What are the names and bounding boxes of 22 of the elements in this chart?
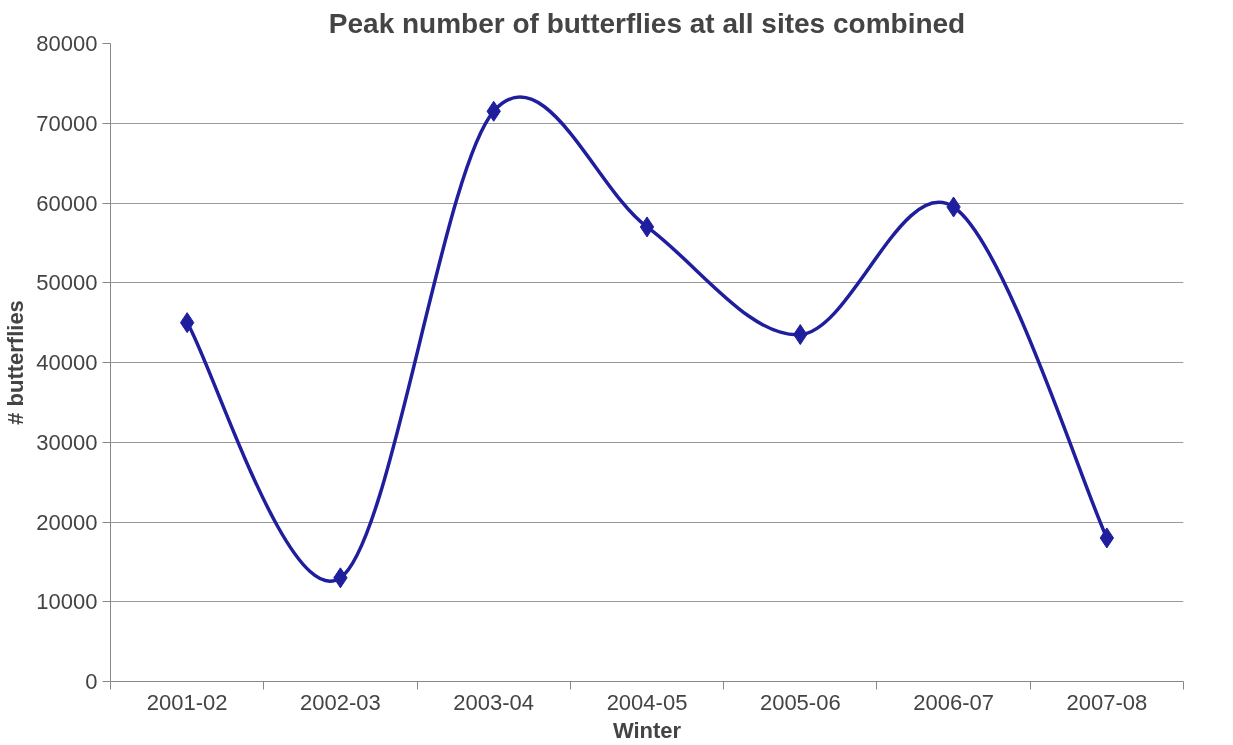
y-tick-label: 70000 xyxy=(36,110,98,136)
x-tick-label: 2005-06 xyxy=(759,689,841,715)
x-axis-title: Winter xyxy=(612,717,682,743)
x-tick-label: 2001-02 xyxy=(146,689,228,715)
point xyxy=(1099,527,1115,549)
x-tick-label: 2006-07 xyxy=(913,689,994,715)
x-tick-label: 2002-03 xyxy=(300,689,381,715)
y-axis-title: # butterflies xyxy=(3,300,29,425)
y-tick-label: 0 xyxy=(85,669,98,694)
point xyxy=(179,312,195,334)
y-tick-label: 30000 xyxy=(36,429,98,455)
y-tick-label: 40000 xyxy=(36,350,98,375)
y-tick-label: 60000 xyxy=(36,190,98,216)
y-tick-label: 50000 xyxy=(36,270,98,296)
x-tick-label: 2003-04 xyxy=(453,689,535,715)
x-tick-label: 2004-05 xyxy=(606,689,688,715)
y-tick-label: 10000 xyxy=(36,589,98,615)
point xyxy=(639,216,655,238)
y-tick-label: 20000 xyxy=(36,509,98,535)
y-tick-label: 80000 xyxy=(36,31,98,56)
x-tick-label: 2007-08 xyxy=(1066,689,1148,715)
chart-title: Peak number of butterflies at all sites combined xyxy=(328,7,966,39)
